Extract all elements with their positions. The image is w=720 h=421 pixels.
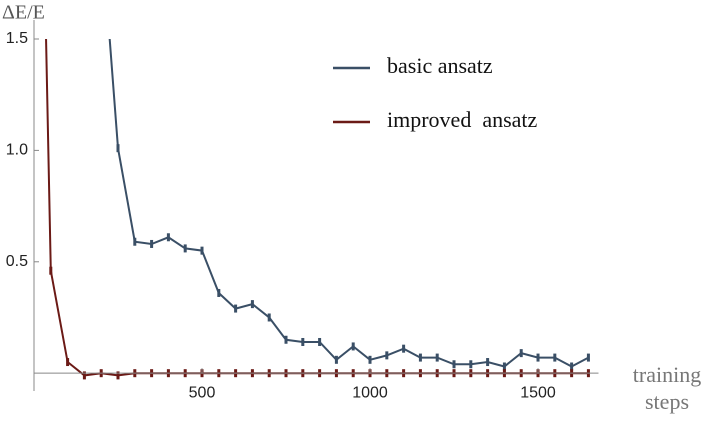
data-point — [267, 313, 271, 322]
data-point — [402, 344, 406, 353]
x-tick-label: 1500 — [520, 384, 556, 401]
data-point — [200, 246, 204, 255]
data-point — [553, 353, 557, 362]
data-point — [250, 300, 254, 309]
x-tick-label: 500 — [189, 384, 216, 401]
data-point — [234, 304, 238, 313]
data-point — [502, 362, 506, 371]
data-point — [82, 371, 86, 380]
data-point — [183, 244, 187, 253]
data-point — [536, 353, 540, 362]
data-point — [452, 360, 456, 369]
y-tick-label: 1.0 — [6, 142, 28, 159]
data-point — [385, 351, 389, 360]
x-axis-label: training steps — [632, 362, 702, 414]
data-point — [334, 355, 338, 364]
data-point — [519, 349, 523, 358]
y-tick-label: 1.5 — [6, 30, 28, 47]
data-point — [301, 337, 305, 346]
plot-area — [45, 39, 590, 380]
data-point — [435, 353, 439, 362]
legend-label: improved ansatz — [387, 107, 538, 132]
data-point — [133, 237, 137, 246]
data-point — [351, 342, 355, 351]
data-point — [116, 144, 120, 153]
x-tick-label: 1000 — [352, 384, 388, 401]
data-point — [284, 335, 288, 344]
data-point — [486, 358, 490, 367]
data-point — [586, 353, 590, 362]
legend-label: basic ansatz — [387, 53, 493, 78]
y-axis-label: ΔE/E — [2, 2, 45, 24]
y-tick-label: 0.5 — [6, 253, 28, 270]
data-point — [318, 337, 322, 346]
data-point — [116, 371, 120, 380]
data-point — [418, 353, 422, 362]
series-line — [108, 39, 589, 368]
data-point — [217, 288, 221, 297]
data-point — [368, 355, 372, 364]
data-point — [66, 358, 70, 367]
data-point — [570, 362, 574, 371]
data-point — [150, 239, 154, 248]
data-point — [166, 233, 170, 242]
data-point — [469, 360, 473, 369]
data-point — [49, 266, 53, 275]
